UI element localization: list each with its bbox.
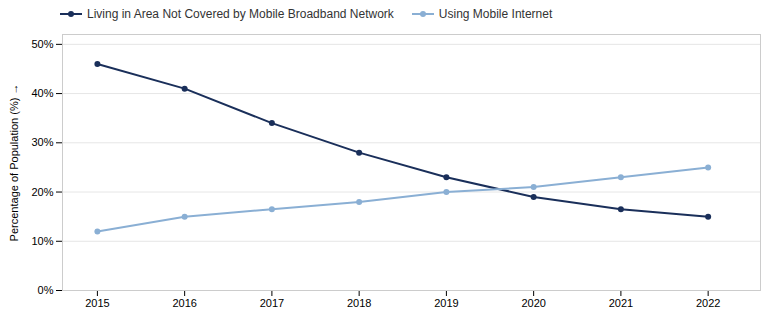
svg-text:0%: 0% — [38, 284, 54, 296]
svg-text:2021: 2021 — [609, 297, 633, 309]
svg-text:40%: 40% — [31, 87, 53, 99]
svg-text:Percentage of Population (%) →: Percentage of Population (%) → — [8, 84, 20, 242]
svg-text:30%: 30% — [31, 136, 53, 148]
svg-text:50%: 50% — [31, 38, 53, 50]
svg-text:2016: 2016 — [172, 297, 196, 309]
svg-text:2019: 2019 — [434, 297, 458, 309]
svg-text:2018: 2018 — [347, 297, 371, 309]
svg-text:20%: 20% — [31, 186, 53, 198]
svg-text:2020: 2020 — [521, 297, 545, 309]
svg-text:2022: 2022 — [696, 297, 720, 309]
svg-text:2017: 2017 — [260, 297, 284, 309]
svg-text:10%: 10% — [31, 235, 53, 247]
html-text:Using Mobile Internet: Using Mobile Internet — [438, 7, 553, 21]
svg-text:2015: 2015 — [85, 297, 109, 309]
html-text:Living in Area Not Covered by: Living in Area Not Covered by Mobile Bro… — [87, 7, 394, 21]
